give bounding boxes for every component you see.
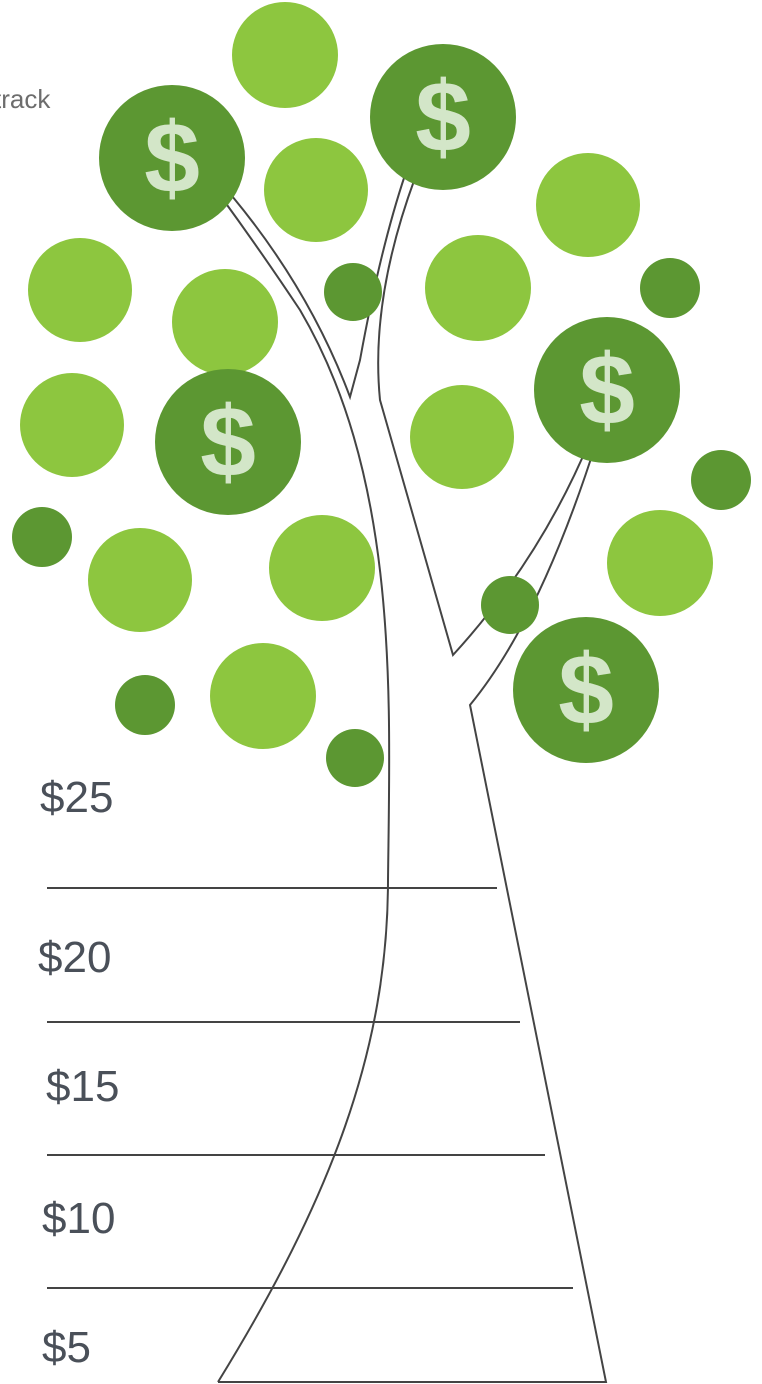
- coin-symbol: $: [415, 61, 471, 173]
- berry: [115, 675, 175, 735]
- coin-symbol: $: [558, 634, 614, 746]
- level-label: $25: [40, 773, 113, 822]
- berry: [481, 576, 539, 634]
- berry: [691, 450, 751, 510]
- berry: [324, 263, 382, 321]
- level-label: $5: [42, 1323, 91, 1372]
- leaf: [210, 643, 316, 749]
- money-tree-tracker: track $ $ $ $ $: [0, 0, 762, 1384]
- leaf: [28, 238, 132, 342]
- level-label: $10: [42, 1194, 115, 1243]
- leaf: [607, 510, 713, 616]
- leaf: [264, 138, 368, 242]
- berry: [640, 258, 700, 318]
- header-text: track: [0, 84, 51, 114]
- coin-symbol: $: [579, 334, 635, 446]
- leaf: [88, 528, 192, 632]
- leaf: [410, 385, 514, 489]
- coin-symbol: $: [144, 102, 200, 214]
- berry: [326, 729, 384, 787]
- level-label: $15: [46, 1062, 119, 1111]
- level-label: $20: [38, 933, 111, 982]
- leaf: [536, 153, 640, 257]
- leaf: [172, 269, 278, 375]
- coin-symbol: $: [200, 386, 256, 498]
- berry: [12, 507, 72, 567]
- leaf: [425, 235, 531, 341]
- leaf: [269, 515, 375, 621]
- leaf: [20, 373, 124, 477]
- leaf: [232, 2, 338, 108]
- levels: $25 $20 $15 $10 $5: [38, 773, 573, 1372]
- coins: $ $ $ $ $: [99, 44, 680, 763]
